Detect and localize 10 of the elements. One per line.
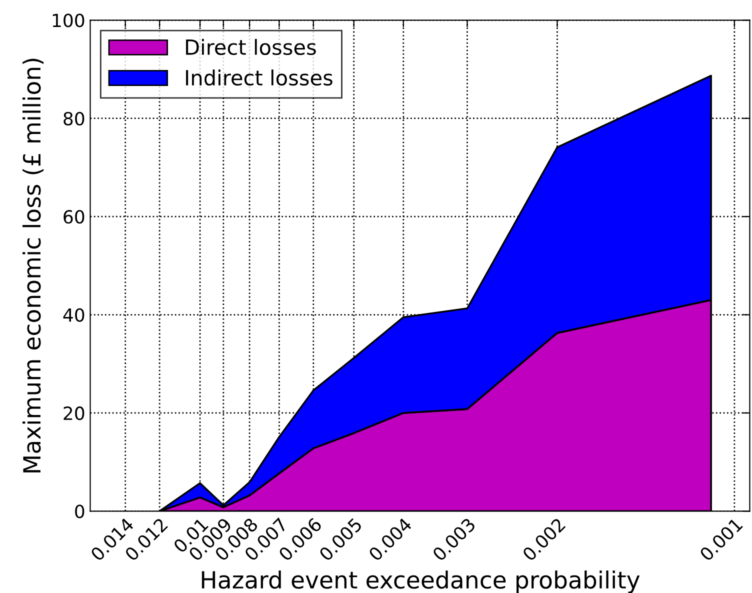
y-tick-label: 80 [64, 112, 84, 126]
legend-label: Direct losses [186, 38, 316, 56]
y-tick-label: 60 [64, 210, 84, 224]
y-tick-label: 100 [52, 14, 84, 28]
y-tick-label: 0 [75, 504, 84, 518]
y-tick-label: 20 [64, 406, 84, 420]
y-axis-title: Maximum economic loss (£ million) [22, 58, 44, 472]
y-tick-label: 40 [63, 308, 84, 322]
x-axis-title: Hazard event exceedance probability [202, 570, 640, 593]
legend-label: Indirect losses [186, 69, 332, 86]
